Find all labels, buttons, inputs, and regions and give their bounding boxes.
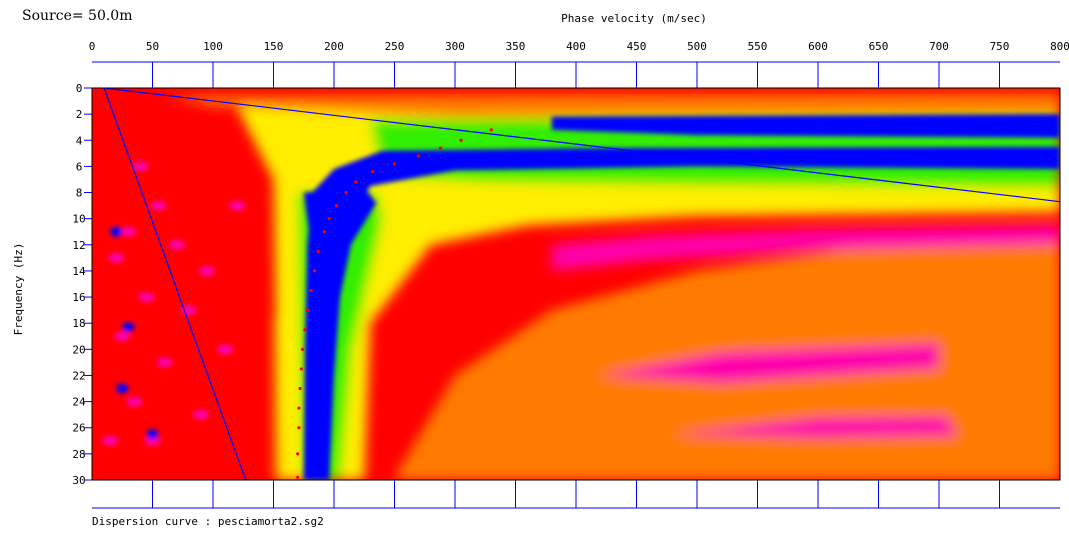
noise-blue-spot xyxy=(146,429,159,440)
dispersion-pick xyxy=(392,162,397,166)
noise-speck xyxy=(229,200,246,211)
x-tick-label: 250 xyxy=(385,40,405,53)
noise-blue-spot xyxy=(116,383,129,394)
x-tick-label: 0 xyxy=(89,40,96,53)
noise-speck xyxy=(120,226,137,237)
noise-speck xyxy=(138,292,155,303)
y-tick-label: 4 xyxy=(76,134,83,147)
noise-speck xyxy=(114,331,131,342)
dispersion-pick xyxy=(459,138,463,142)
y-tick-label: 6 xyxy=(76,160,83,173)
noise-speck xyxy=(168,239,185,250)
caption: Dispersion curve : pesciamorta2.sg2 xyxy=(92,515,324,528)
y-tick-label: 16 xyxy=(72,291,85,304)
dispersion-pick xyxy=(438,146,443,150)
dispersion-pick xyxy=(298,386,302,391)
noise-blue-spot xyxy=(122,322,135,333)
y-axis-title: Frequency (Hz) xyxy=(12,243,25,336)
dispersion-pick xyxy=(305,308,309,312)
dispersion-pick xyxy=(489,128,493,132)
x-axis-title: Phase velocity (m/sec) xyxy=(561,12,707,25)
y-tick-label: 18 xyxy=(72,317,85,330)
x-tick-label: 800 xyxy=(1050,40,1069,53)
dispersion-pick xyxy=(354,180,358,184)
x-tick-label: 150 xyxy=(264,40,284,53)
dispersion-pick xyxy=(300,347,305,351)
dispersion-pick xyxy=(313,269,317,273)
y-tick-label: 12 xyxy=(72,239,85,252)
noise-speck xyxy=(126,396,143,407)
band-orange xyxy=(939,316,1060,448)
x-tick-label: 600 xyxy=(808,40,828,53)
y-tick-label: 28 xyxy=(72,448,85,461)
dispersion-pick xyxy=(296,475,300,479)
x-tick-label: 750 xyxy=(990,40,1010,53)
dispersion-pick xyxy=(309,288,313,293)
dispersion-pick xyxy=(296,452,300,456)
noise-speck xyxy=(156,357,173,368)
heatmap-sharp-layer xyxy=(102,114,1060,480)
y-tick-marks xyxy=(84,87,92,481)
x-tick-label: 550 xyxy=(748,40,768,53)
noise-speck xyxy=(102,435,119,446)
dispersion-picks xyxy=(296,128,493,479)
x-tick-label: 50 xyxy=(146,40,159,53)
y-tick-label: 8 xyxy=(76,187,83,200)
x-tick-label: 350 xyxy=(506,40,526,53)
noise-speck xyxy=(192,409,209,420)
x-tick-labels: 0 50 100 150 200 250 300 350 400 450 500 550 600 650 7… xyxy=(89,40,1069,53)
y-tick-label: 30 xyxy=(72,474,85,487)
y-tick-label: 20 xyxy=(72,343,85,356)
y-tick-label: 10 xyxy=(72,213,85,226)
heatmap xyxy=(92,88,1060,480)
dispersion-pick xyxy=(316,249,320,253)
dispersion-pick xyxy=(322,230,326,234)
dispersion-pick xyxy=(371,170,375,174)
energy-blue xyxy=(303,187,377,480)
plot-frame xyxy=(91,87,1061,481)
dispersion-pick xyxy=(297,426,301,430)
y-tick-label: 14 xyxy=(72,265,86,278)
dispersion-pick xyxy=(344,190,348,195)
dispersion-pick xyxy=(327,217,331,221)
y-tick-label: 22 xyxy=(72,369,85,382)
aliasing-line xyxy=(104,88,1060,203)
source-label: Source= 50.0m xyxy=(22,8,133,24)
noise-speck xyxy=(132,161,149,172)
aliasing-line xyxy=(103,88,247,480)
dispersion-pick xyxy=(334,204,339,208)
y-tick-label: 24 xyxy=(72,396,86,409)
noise-speck xyxy=(150,200,167,211)
noise-speck xyxy=(198,265,215,276)
energy-blue xyxy=(551,114,1060,138)
y-tick-label: 26 xyxy=(72,422,85,435)
y-tick-label: 2 xyxy=(76,108,83,121)
x-tick-label: 700 xyxy=(929,40,949,53)
x-tick-label: 450 xyxy=(627,40,647,53)
x-tick-label: 650 xyxy=(869,40,889,53)
x-tick-label: 100 xyxy=(203,40,223,53)
x-tick-label: 400 xyxy=(566,40,586,53)
noise-speck xyxy=(144,435,161,446)
y-tick-label: 0 xyxy=(76,82,83,95)
noise-speck xyxy=(217,344,234,355)
x-tick-label: 500 xyxy=(687,40,707,53)
energy-blue xyxy=(303,146,1060,480)
dispersion-pick xyxy=(303,328,307,332)
dispersion-pick xyxy=(297,406,301,410)
dispersion-pick xyxy=(299,367,303,371)
noise-blue-spot xyxy=(110,226,123,237)
noise-speck xyxy=(108,252,125,263)
band-yellow xyxy=(273,153,1060,480)
aliasing-lines xyxy=(103,88,1060,480)
band-magenta xyxy=(551,225,1060,271)
x-tick-marks xyxy=(92,61,1060,509)
x-tick-label: 300 xyxy=(445,40,465,53)
x-tick-label: 200 xyxy=(324,40,344,53)
band-orange xyxy=(164,93,1060,117)
dispersion-pick xyxy=(417,154,421,158)
